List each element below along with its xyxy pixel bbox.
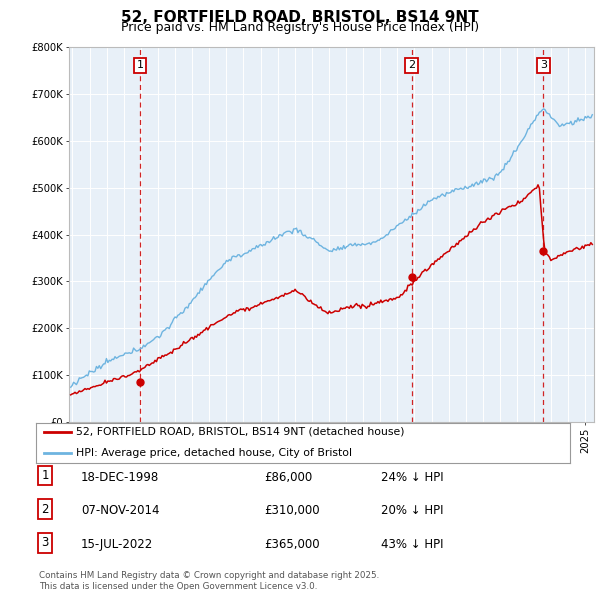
Text: 3: 3 [41,536,49,549]
Text: HPI: Average price, detached house, City of Bristol: HPI: Average price, detached house, City… [76,448,352,458]
Text: 24% ↓ HPI: 24% ↓ HPI [381,471,443,484]
Text: £86,000: £86,000 [264,471,312,484]
Text: 18-DEC-1998: 18-DEC-1998 [81,471,159,484]
Text: 52, FORTFIELD ROAD, BRISTOL, BS14 9NT (detached house): 52, FORTFIELD ROAD, BRISTOL, BS14 9NT (d… [76,427,404,437]
Text: 15-JUL-2022: 15-JUL-2022 [81,538,153,551]
Text: 52, FORTFIELD ROAD, BRISTOL, BS14 9NT: 52, FORTFIELD ROAD, BRISTOL, BS14 9NT [121,10,479,25]
Text: 20% ↓ HPI: 20% ↓ HPI [381,504,443,517]
Text: 3: 3 [540,60,547,70]
Text: 2: 2 [408,60,415,70]
Text: Price paid vs. HM Land Registry's House Price Index (HPI): Price paid vs. HM Land Registry's House … [121,21,479,34]
Text: Contains HM Land Registry data © Crown copyright and database right 2025.
This d: Contains HM Land Registry data © Crown c… [39,571,379,590]
Text: £310,000: £310,000 [264,504,320,517]
Text: 1: 1 [137,60,143,70]
Text: £365,000: £365,000 [264,538,320,551]
Text: 43% ↓ HPI: 43% ↓ HPI [381,538,443,551]
Text: 1: 1 [41,469,49,482]
Text: 07-NOV-2014: 07-NOV-2014 [81,504,160,517]
Text: 2: 2 [41,503,49,516]
